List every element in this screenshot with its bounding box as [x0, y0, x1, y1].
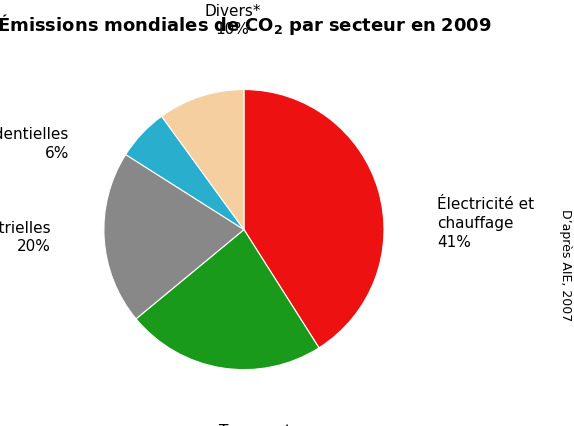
Wedge shape: [162, 90, 244, 230]
Text: Transport
23%: Transport 23%: [219, 423, 291, 426]
Text: Électricité et
chauffage
41%: Électricité et chauffage 41%: [437, 197, 534, 249]
Text: Divers*
10%: Divers* 10%: [204, 4, 261, 37]
Title: $\bf{Émissions\ mondiales\ de\ CO_2\ par\ secteur\ en\ 2009}$: $\bf{Émissions\ mondiales\ de\ CO_2\ par…: [0, 12, 491, 37]
Wedge shape: [244, 90, 384, 348]
Wedge shape: [126, 117, 244, 230]
Wedge shape: [136, 230, 319, 370]
Text: D’après AIE, 2007: D’après AIE, 2007: [559, 208, 572, 320]
Wedge shape: [104, 155, 244, 319]
Text: Industrielles
20%: Industrielles 20%: [0, 220, 51, 254]
Text: Résidentielles
6%: Résidentielles 6%: [0, 127, 69, 160]
